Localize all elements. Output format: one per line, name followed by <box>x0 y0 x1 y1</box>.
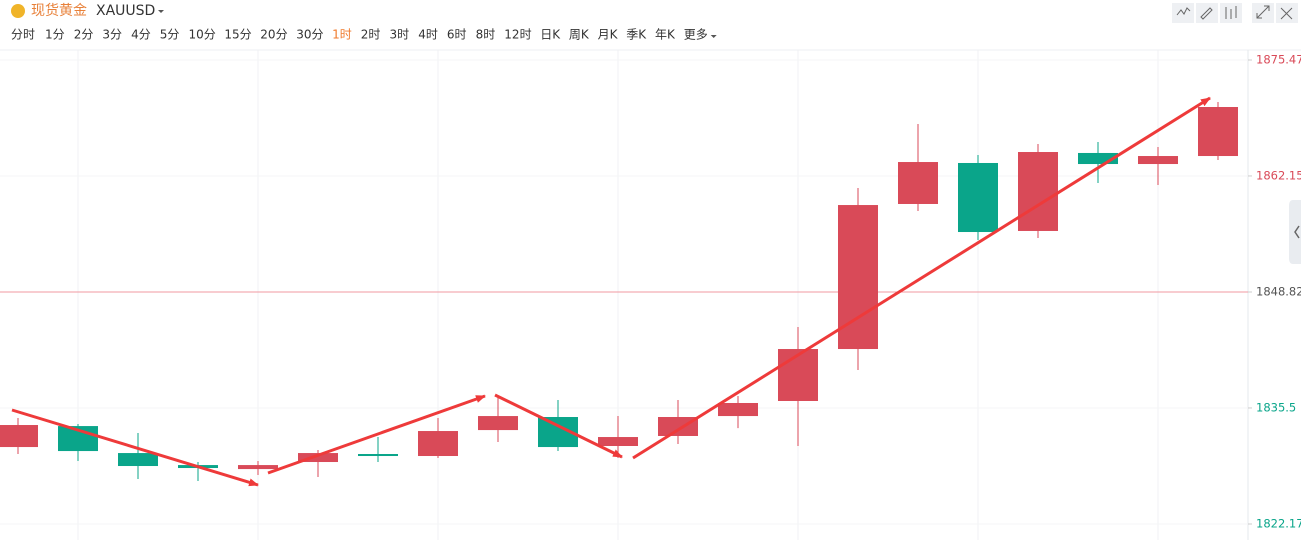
interval-button[interactable]: 2分 <box>74 28 94 42</box>
more-icon <box>710 35 717 38</box>
tool-button[interactable] <box>1252 3 1274 23</box>
interval-button[interactable]: 周K <box>569 28 590 42</box>
y-tick-label: 1835.5 <box>1256 400 1296 414</box>
candle-body <box>958 162 998 233</box>
y-tick-label: 1848.82 <box>1256 285 1301 299</box>
interval-button[interactable]: 12时 <box>504 28 531 42</box>
trend-arrow <box>632 96 1211 460</box>
interval-button[interactable]: 30分 <box>296 28 323 42</box>
plot: 1822.17 1835.5 1848.82 1862.15 1875.47 <box>0 50 1301 540</box>
tool-icon <box>1225 6 1237 19</box>
trend-arrow <box>267 394 486 475</box>
interval-button[interactable]: 5分 <box>160 28 180 42</box>
candle-body <box>1198 107 1238 157</box>
candle-body <box>298 453 338 463</box>
tool-button[interactable] <box>1196 3 1218 23</box>
side-tab[interactable] <box>1289 200 1301 264</box>
candle-body <box>1078 152 1118 165</box>
candle-body <box>658 417 698 436</box>
trend-arrow <box>11 408 259 487</box>
side-tab-icon <box>1294 225 1300 239</box>
interval-button[interactable]: 1时 <box>332 28 352 42</box>
interval-button[interactable]: 6时 <box>447 28 467 42</box>
toolbar: 现货黄金 XAUUSD 分时 1分 2分 3分 4分 5分 10分 15分 20分 30分 1时 2时… <box>11 2 1298 42</box>
candle-body <box>778 349 818 401</box>
more-button[interactable]: 更多 <box>684 28 708 42</box>
interval-button[interactable]: 3分 <box>102 28 122 42</box>
candle-body <box>1138 156 1178 165</box>
interval-button[interactable]: 10分 <box>189 28 216 42</box>
tool-icon <box>1280 7 1293 20</box>
y-tick-label: 1875.47 <box>1256 53 1301 67</box>
candle-body <box>898 162 938 204</box>
interval-button[interactable]: 15分 <box>224 28 251 42</box>
interval-button[interactable]: 3时 <box>390 28 410 42</box>
interval-button[interactable]: 1分 <box>45 28 65 42</box>
dropdown-icon[interactable] <box>158 10 164 13</box>
candle-body <box>0 425 38 448</box>
tool-icons <box>1172 3 1298 23</box>
candle-body <box>418 431 458 457</box>
symbol-icon <box>11 4 25 18</box>
trend-arrow <box>494 393 623 459</box>
interval-button[interactable]: 月K <box>598 28 619 42</box>
tool-icon <box>1176 7 1191 16</box>
candle-body <box>118 453 158 467</box>
interval-button[interactable]: 4时 <box>418 28 438 42</box>
candle-body <box>718 402 758 417</box>
y-tick-label: 1822.17 <box>1256 517 1301 531</box>
interval-button[interactable]: 季K <box>626 28 647 42</box>
candle-body <box>478 416 518 431</box>
symbol-code[interactable]: XAUUSD <box>96 3 155 19</box>
interval-button[interactable]: 4分 <box>131 28 151 42</box>
tool-icon <box>1256 5 1270 19</box>
interval-button[interactable]: 2时 <box>361 28 381 42</box>
candle-body <box>1018 152 1058 231</box>
candle-body <box>238 465 278 470</box>
candle-body <box>598 437 638 446</box>
interval-button[interactable]: 分时 <box>11 28 35 42</box>
interval-button[interactable]: 20分 <box>260 28 287 42</box>
symbol-name[interactable]: 现货黄金 <box>31 2 87 19</box>
tool-icon <box>1200 7 1213 20</box>
trend-arrows <box>11 96 1211 487</box>
interval-button[interactable]: 8时 <box>476 28 496 42</box>
interval-button[interactable]: 日K <box>540 28 561 42</box>
candle-body <box>358 454 398 457</box>
y-tick-label: 1862.15 <box>1256 168 1301 182</box>
interval-button[interactable]: 年K <box>655 28 676 42</box>
